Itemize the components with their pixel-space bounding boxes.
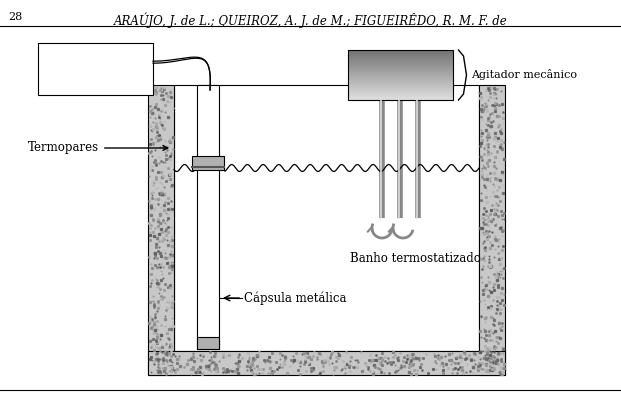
Bar	[348, 63, 453, 64]
Bar	[348, 84, 453, 85]
Bar	[479, 85, 505, 375]
Text: Medidor de
temperatura: Medidor de temperatura	[58, 55, 133, 83]
Bar	[148, 85, 174, 375]
Bar	[348, 87, 453, 88]
Bar	[348, 92, 453, 93]
Bar	[348, 54, 453, 55]
Bar	[348, 72, 453, 73]
Bar	[348, 76, 453, 77]
Bar	[348, 70, 453, 71]
Bar	[348, 86, 453, 87]
Bar	[348, 62, 453, 63]
Bar	[348, 79, 453, 80]
Bar	[348, 59, 453, 60]
Bar	[348, 67, 453, 68]
Bar	[348, 57, 453, 58]
Bar	[348, 88, 453, 89]
Bar	[348, 77, 453, 78]
Bar	[348, 60, 453, 61]
Text: Cápsula metálica: Cápsula metálica	[244, 291, 347, 305]
Bar	[348, 91, 453, 92]
Bar	[197, 337, 219, 349]
Bar	[348, 50, 453, 51]
Bar	[348, 71, 453, 72]
Bar	[348, 66, 453, 67]
Text: Banho termostatizado: Banho termostatizado	[350, 251, 481, 265]
Bar	[348, 85, 453, 86]
Bar	[348, 89, 453, 90]
Bar	[348, 75, 453, 76]
Bar	[348, 50, 453, 100]
Bar	[38, 43, 153, 95]
Bar	[348, 90, 453, 91]
Bar	[174, 85, 479, 351]
Bar	[348, 93, 453, 94]
Bar	[348, 73, 453, 74]
Bar	[348, 94, 453, 95]
Bar	[348, 81, 453, 82]
Text: ARAÚJO, J. de L.; QUEIROZ, A. J. de M.; FIGUEIRÊDO, R. M. F. de: ARAÚJO, J. de L.; QUEIROZ, A. J. de M.; …	[114, 12, 508, 27]
Bar	[348, 96, 453, 97]
Bar	[348, 95, 453, 96]
Bar	[348, 56, 453, 57]
Bar	[348, 51, 453, 52]
Bar	[348, 52, 453, 53]
Bar	[348, 68, 453, 69]
Bar	[192, 156, 224, 170]
Bar	[348, 61, 453, 62]
Bar	[348, 98, 453, 99]
Bar	[197, 85, 219, 349]
Bar	[148, 351, 505, 375]
Bar	[348, 58, 453, 59]
Text: 28: 28	[8, 12, 22, 22]
Bar	[348, 78, 453, 79]
Bar	[348, 82, 453, 83]
Bar	[348, 80, 453, 81]
Bar	[348, 53, 453, 54]
Bar	[348, 97, 453, 98]
Bar	[348, 65, 453, 66]
Bar	[348, 55, 453, 56]
Bar	[348, 69, 453, 70]
Text: Agitador mecânico: Agitador mecânico	[471, 70, 578, 80]
Bar	[348, 83, 453, 84]
Bar	[348, 74, 453, 75]
Bar	[348, 99, 453, 100]
Bar	[348, 64, 453, 65]
Text: Termopares: Termopares	[28, 141, 168, 154]
